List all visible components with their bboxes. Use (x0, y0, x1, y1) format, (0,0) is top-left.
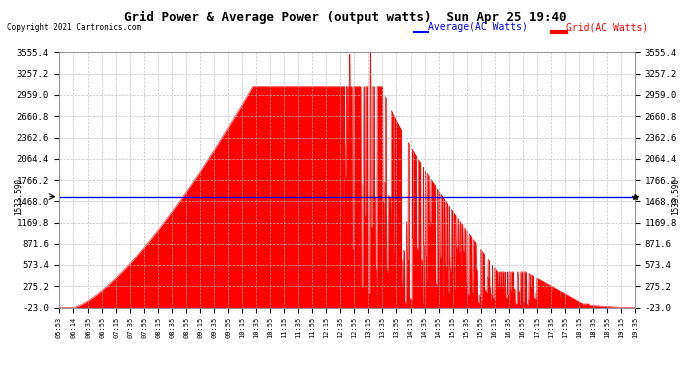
Text: Average(AC Watts): Average(AC Watts) (428, 22, 528, 33)
Text: Copyright 2021 Cartronics.com: Copyright 2021 Cartronics.com (7, 22, 141, 32)
Text: 1533.590: 1533.590 (671, 178, 680, 215)
Text: 1533.590: 1533.590 (14, 178, 23, 215)
Text: Grid(AC Watts): Grid(AC Watts) (566, 22, 648, 33)
Text: Grid Power & Average Power (output watts)  Sun Apr 25 19:40: Grid Power & Average Power (output watts… (124, 11, 566, 24)
